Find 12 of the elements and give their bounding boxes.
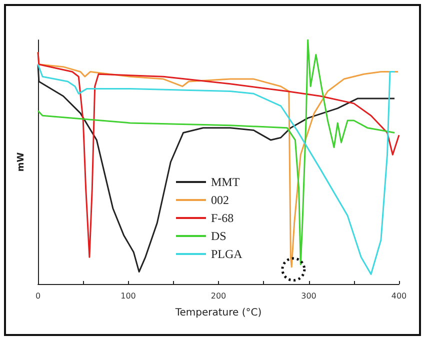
x-axis-title: Temperature (°C) [174, 308, 262, 318]
legend-label: MMT [211, 175, 240, 189]
x-tick-label: 200 [210, 292, 226, 300]
x-tick-label: 100 [120, 292, 136, 300]
legend-label: F-68 [211, 211, 234, 225]
x-tick-label: 400 [391, 292, 407, 300]
legend-label: PLGA [211, 247, 243, 261]
x-tick-label: 300 [301, 292, 316, 300]
y-axis-title: mW [16, 152, 26, 172]
x-tick-label: 0 [35, 292, 41, 300]
legend-label: 002 [211, 193, 229, 207]
legend-label: DS [211, 229, 226, 243]
